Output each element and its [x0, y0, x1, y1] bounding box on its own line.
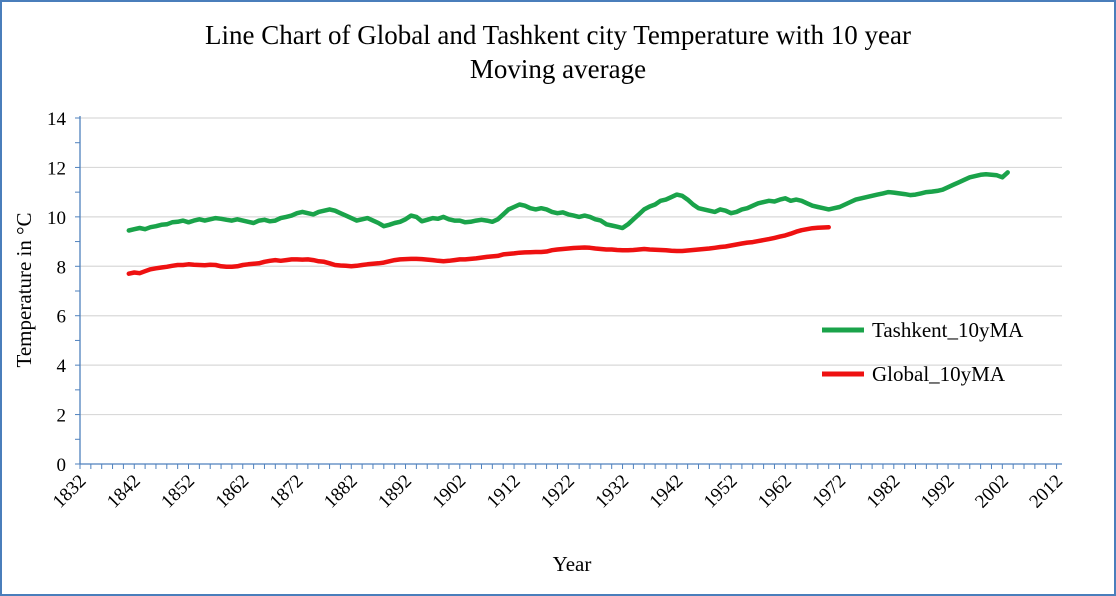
- x-tick-label: 1992: [917, 471, 959, 513]
- series-line-global: [126, 224, 831, 276]
- y-tick-label: 0: [57, 455, 67, 476]
- x-tick-label: 1902: [429, 471, 471, 513]
- y-tick-label: 8: [57, 257, 67, 278]
- x-axis-label: Year: [553, 552, 592, 576]
- x-tick-label: 1862: [212, 471, 254, 513]
- y-axis-label: Temperature in °C: [12, 212, 36, 367]
- x-tick-label: 1962: [754, 471, 796, 513]
- x-tick-label: 1832: [49, 471, 91, 513]
- legend: Tashkent_10yMA Global_10yMA: [822, 318, 1024, 386]
- x-tick-label: 1972: [808, 471, 850, 513]
- x-tick-label: 2012: [1025, 471, 1067, 513]
- y-tick-label: 2: [57, 406, 67, 427]
- y-tick-label: 12: [47, 158, 66, 179]
- x-tick-label: 1852: [157, 471, 199, 513]
- y-tick-label: 14: [47, 109, 67, 130]
- y-tick-label: 6: [57, 307, 67, 328]
- x-tick-label: 1912: [483, 471, 525, 513]
- y-tick-label: 10: [47, 208, 66, 229]
- x-tick-label: 1892: [374, 471, 416, 513]
- legend-label-global: Global_10yMA: [872, 362, 1006, 386]
- x-tick-label: 1922: [537, 471, 579, 513]
- series-line-tashkent: [126, 170, 1010, 233]
- axes: [75, 116, 1062, 469]
- x-tick-label: 1842: [103, 471, 145, 513]
- x-tick-label: 1932: [591, 471, 633, 513]
- legend-label-tashkent: Tashkent_10yMA: [872, 318, 1024, 342]
- series-lines: [126, 170, 1010, 276]
- x-tick-label: 2002: [971, 471, 1013, 513]
- x-tick-label: 1872: [266, 471, 308, 513]
- x-tick-label: 1952: [700, 471, 742, 513]
- y-tick-label: 4: [57, 356, 67, 377]
- x-tick-label: 1942: [646, 471, 688, 513]
- chart-title-line1: Line Chart of Global and Tashkent city T…: [205, 20, 911, 50]
- y-tick-labels: 0 2 4 6 8 10 12 14: [47, 109, 67, 476]
- chart-title-line2: Moving average: [470, 54, 646, 84]
- x-tick-label: 1882: [320, 471, 362, 513]
- x-tick-label: 1982: [863, 471, 905, 513]
- x-tick-labels: 1832 1842 1852 1862 1872 1882 1892 1902 1912 1922…: [49, 471, 1067, 513]
